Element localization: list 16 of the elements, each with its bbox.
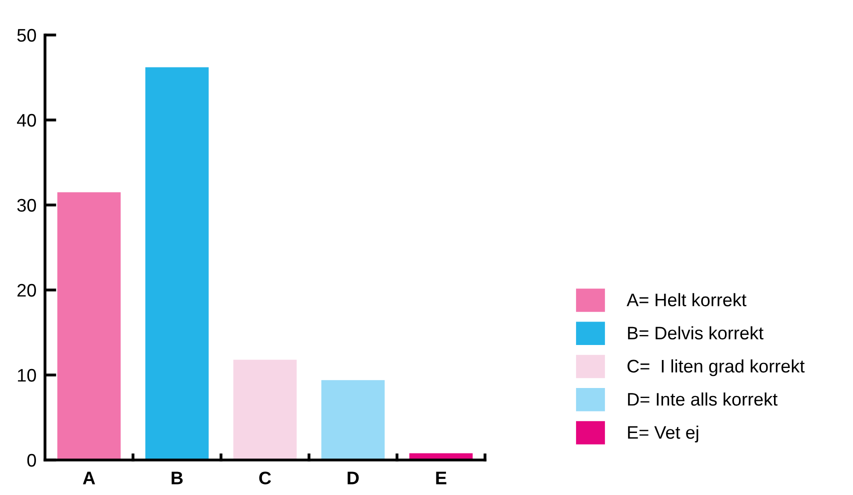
legend-label: E= Vet ej [628,426,698,442]
y-tick-label: 30 [17,198,36,212]
x-tick-label: B [172,472,183,484]
legend-label: C= I liten grad korrekt [628,359,805,376]
x-tick-label: E [436,472,446,484]
y-tick-label: 40 [17,114,36,127]
legend-label: A= Helt korrekt [626,293,746,306]
y-tick-label: 10 [18,368,36,382]
y-tick-label: 0 [27,454,36,467]
x-tick-label: A [82,472,96,484]
y-tick-label: 50 [17,28,36,42]
y-tick-label: 20 [17,284,36,297]
legend-label: B= Delvis korrekt [628,326,764,340]
legend-label: D= Inte alls korrekt [628,392,778,406]
x-tick-label: C [259,472,272,484]
x-tick-label: D [348,472,359,484]
